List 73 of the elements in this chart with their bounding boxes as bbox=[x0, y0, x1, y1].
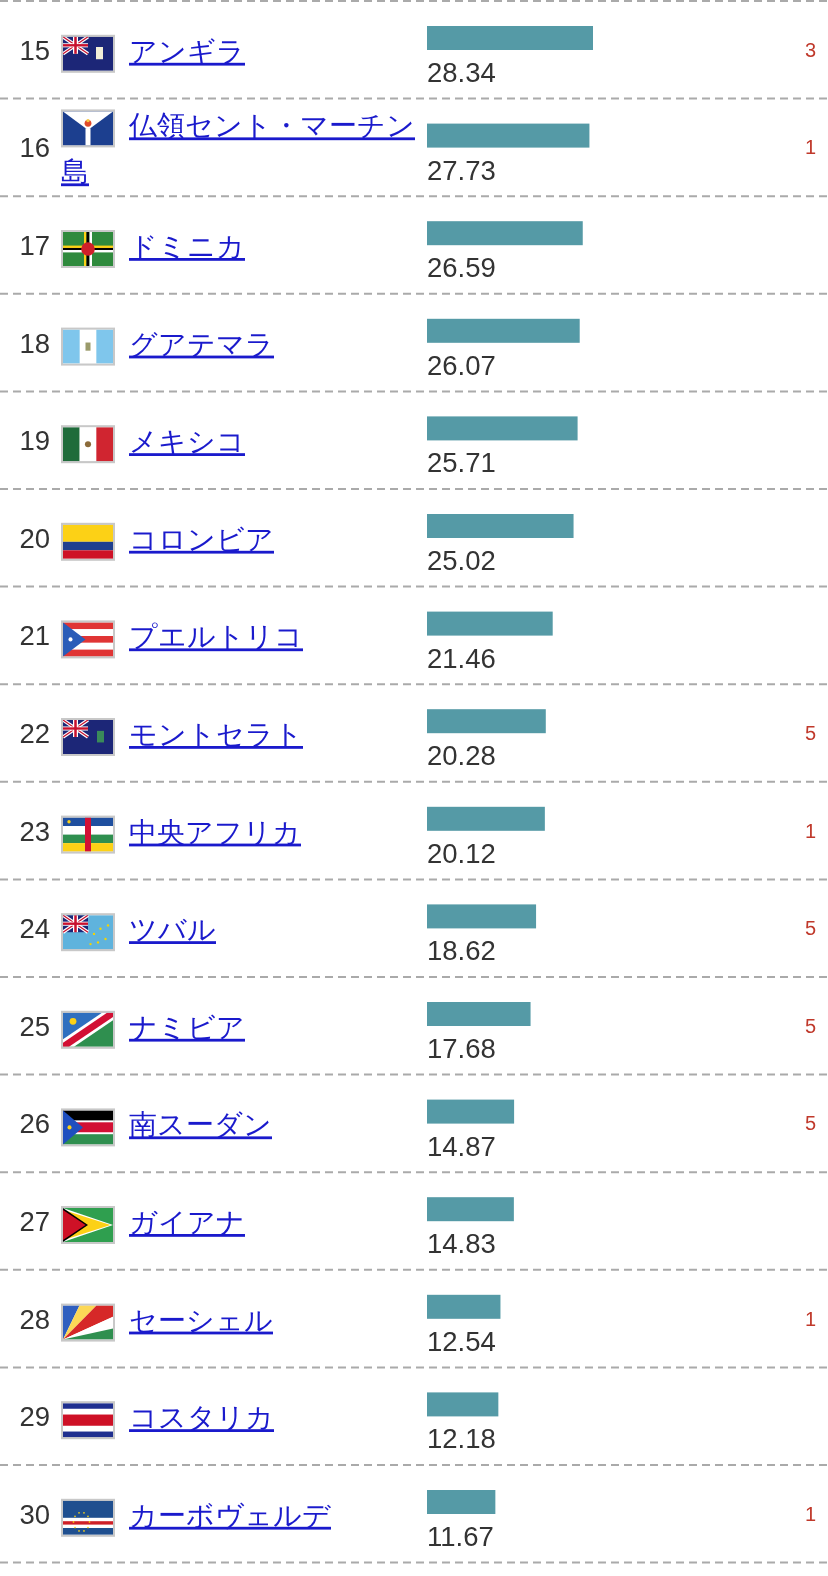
data-label: 12.54 bbox=[427, 1325, 496, 1357]
y-tick-label: カーボヴェルデ bbox=[129, 1499, 332, 1531]
bar bbox=[427, 123, 590, 148]
bar bbox=[427, 806, 545, 831]
y-tick-label: ナミビア bbox=[129, 1011, 245, 1043]
y-tick-label: 南スーダン bbox=[129, 1109, 272, 1141]
text: 25 bbox=[19, 1010, 50, 1042]
bar bbox=[427, 1294, 501, 1319]
text: 5 bbox=[804, 722, 816, 744]
text: 1 bbox=[804, 819, 816, 842]
y-tick-label: セーシェル bbox=[129, 1304, 273, 1336]
text: 24 bbox=[19, 913, 50, 945]
text: 16 bbox=[19, 132, 50, 164]
bar bbox=[427, 514, 574, 538]
data-label: 28.34 bbox=[427, 57, 496, 88]
y-tick-label: グアテマラ bbox=[129, 328, 274, 360]
text: 1 bbox=[804, 136, 816, 159]
text: 20 bbox=[19, 522, 50, 554]
bar bbox=[427, 1099, 515, 1124]
text: 3 bbox=[804, 38, 816, 61]
y-tick-label: ガイアナ bbox=[129, 1207, 245, 1238]
y-tick-label: ツバル bbox=[129, 914, 216, 946]
data-label: 27.73 bbox=[427, 154, 496, 186]
data-label: 26.07 bbox=[427, 349, 496, 381]
data-label: 25.02 bbox=[427, 545, 496, 576]
text: 29 bbox=[19, 1401, 50, 1433]
y-tick-label: モントセラト bbox=[129, 719, 303, 750]
text: 5 bbox=[804, 1112, 816, 1135]
data-label: 18.62 bbox=[427, 935, 496, 967]
y-tick-label: アンギラ bbox=[129, 35, 245, 67]
y-tick-label: コロンビア bbox=[129, 523, 274, 555]
text: 5 bbox=[804, 917, 816, 940]
bar bbox=[427, 1002, 531, 1026]
text: 30 bbox=[19, 1498, 50, 1530]
category-label: 仏領セント・マーチン島 bbox=[61, 110, 415, 188]
y-tick-label: プエルトリコ bbox=[129, 621, 303, 653]
data-label: 25.71 bbox=[427, 447, 496, 479]
text: 19 bbox=[19, 425, 50, 457]
text: 22 bbox=[19, 718, 50, 749]
bar bbox=[427, 904, 537, 929]
data-label: 14.83 bbox=[427, 1228, 496, 1260]
data-label: 20.12 bbox=[427, 837, 496, 869]
y-tick-label: コスタリカ bbox=[129, 1402, 274, 1434]
bar bbox=[427, 611, 553, 636]
bar bbox=[427, 709, 546, 734]
y-tick-label: メキシコ bbox=[129, 426, 245, 458]
y-tick-label: ドミニカ bbox=[129, 231, 245, 262]
text: 5 bbox=[804, 1014, 816, 1037]
y-tick-label: 中央アフリカ bbox=[129, 816, 301, 848]
data-label: 20.28 bbox=[427, 740, 496, 772]
bar bbox=[427, 318, 580, 343]
bar bbox=[427, 416, 578, 441]
text: 21 bbox=[19, 620, 50, 652]
data-label: 17.68 bbox=[427, 1033, 496, 1064]
bar bbox=[427, 221, 583, 246]
data-label: 12.18 bbox=[427, 1423, 496, 1455]
data-label: 21.46 bbox=[427, 642, 496, 674]
text: 28 bbox=[19, 1303, 50, 1335]
bar bbox=[427, 1490, 496, 1514]
bar bbox=[427, 1392, 499, 1417]
bar bbox=[427, 26, 593, 50]
text: 18 bbox=[19, 327, 50, 359]
bar bbox=[427, 1197, 514, 1222]
data-label: 14.87 bbox=[427, 1130, 496, 1162]
text: 1 bbox=[804, 1307, 816, 1330]
text: 17 bbox=[19, 230, 50, 261]
text: 23 bbox=[19, 815, 50, 847]
data-label: 26.59 bbox=[427, 252, 496, 284]
text: 26 bbox=[19, 1108, 50, 1140]
text: 1 bbox=[804, 1502, 816, 1525]
text: 15 bbox=[19, 34, 50, 66]
text: 27 bbox=[19, 1206, 50, 1237]
data-label: 11.67 bbox=[427, 1521, 494, 1552]
